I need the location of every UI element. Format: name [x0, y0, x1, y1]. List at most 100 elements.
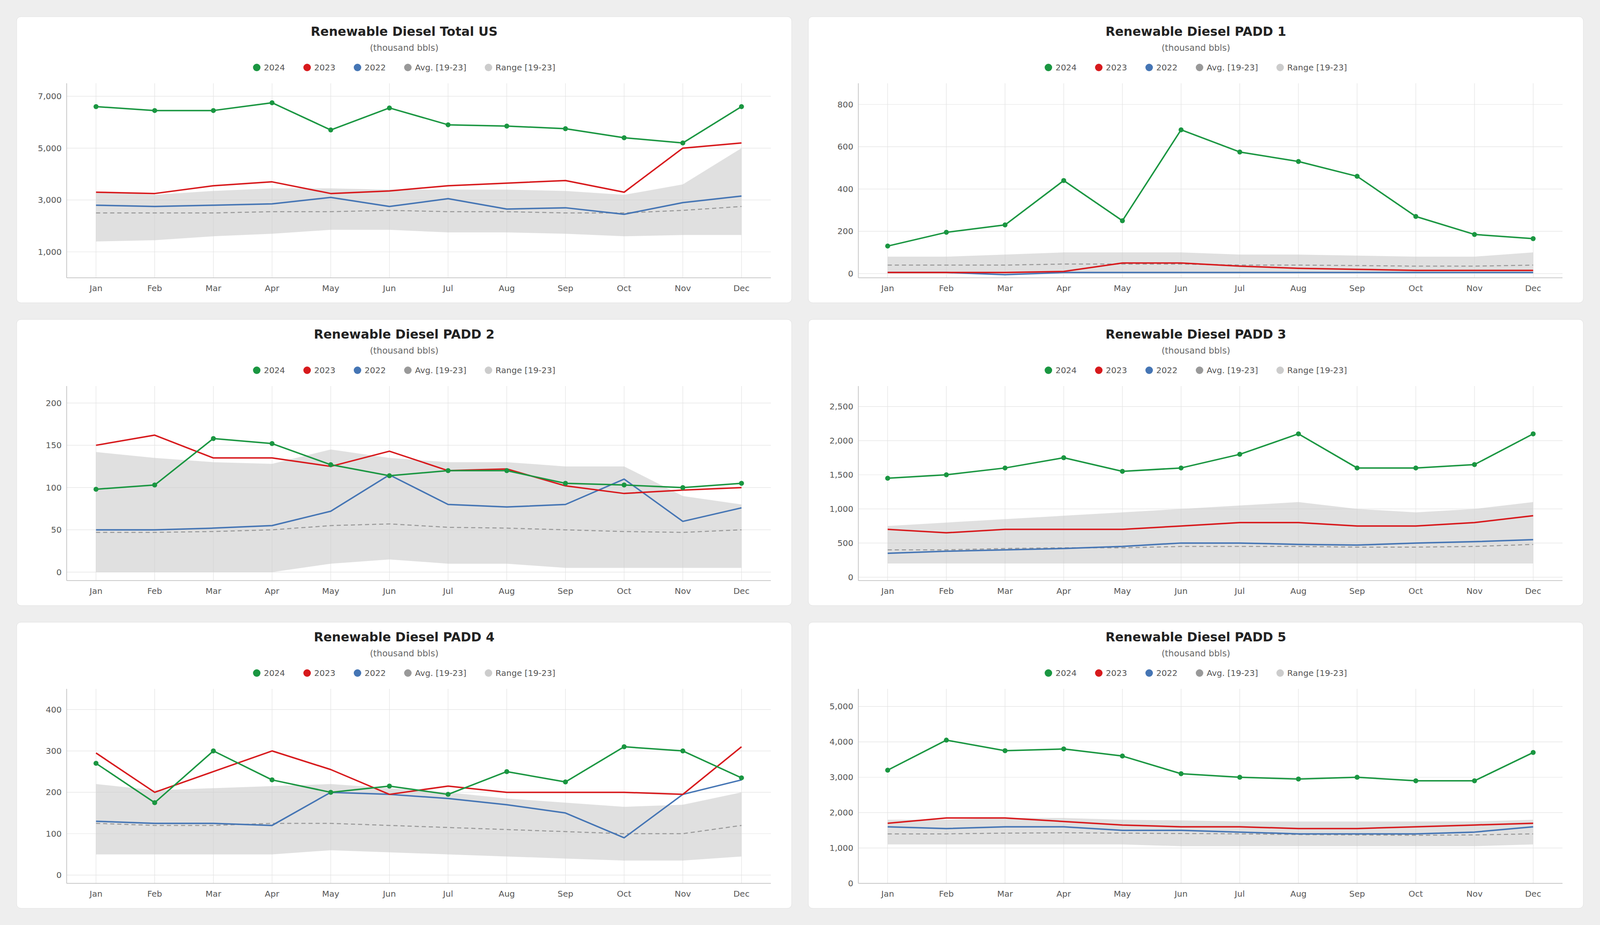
legend-swatch: [484, 63, 493, 72]
legend-item: 2023: [1095, 62, 1128, 73]
x-tick-label: Dec: [1525, 283, 1542, 294]
series-marker: [1530, 431, 1536, 437]
series-marker: [739, 104, 745, 110]
legend-label: 2022: [364, 62, 386, 73]
title: Renewable Diesel Total US: [310, 24, 498, 39]
y-grid-line: [858, 104, 1563, 105]
series-marker: [1472, 778, 1478, 784]
legend-item: Range [19-23]: [1276, 668, 1347, 679]
x-grid-line: [682, 83, 683, 278]
legend-item: Avg. [19-23]: [1195, 62, 1258, 73]
x-tick-label: Jul: [1233, 283, 1245, 294]
legend-item: 2024: [252, 668, 285, 679]
legend-label: 2022: [1156, 62, 1178, 73]
series-marker: [680, 140, 686, 146]
series-marker: [621, 482, 627, 488]
x-tick-label: Nov: [674, 586, 691, 597]
legend-item: Avg. [19-23]: [404, 668, 467, 679]
legend-label: 2023: [1105, 668, 1128, 679]
legend-label: 2024: [1055, 62, 1077, 73]
x-grid-line: [1122, 83, 1123, 278]
legend-swatch: [1276, 669, 1284, 678]
x-tick-label: Sep: [1349, 283, 1365, 294]
grid: [66, 689, 771, 884]
y-tick-label: 800: [837, 99, 854, 110]
series-marker: [943, 737, 949, 743]
series-marker: [562, 780, 568, 785]
y-tick-label: 3,000: [829, 772, 854, 783]
legend-label: 2024: [263, 668, 285, 679]
x-grid-line: [389, 83, 390, 278]
range-area: [95, 449, 742, 573]
legend-swatch: [1044, 669, 1053, 678]
x-tick-label: Sep: [557, 586, 574, 597]
x-tick-label: Dec: [733, 889, 750, 900]
x-tick-label: Oct: [617, 586, 632, 597]
series-marker: [562, 126, 568, 132]
legend-item: 2022: [1145, 365, 1178, 376]
legend-label: Range [19-23]: [1287, 62, 1347, 73]
y-tick-label: 2,000: [829, 435, 854, 446]
x-tick-label: Apr: [265, 283, 280, 294]
legend-item: Avg. [19-23]: [1195, 668, 1258, 679]
series-marker: [943, 472, 949, 478]
y-axis-line: [66, 386, 68, 581]
y-grid-line: [66, 402, 771, 404]
x-grid-line: [1004, 689, 1005, 884]
x-grid-line: [1356, 689, 1358, 884]
legend-label: Range [19-23]: [495, 365, 555, 376]
legend-swatch: [303, 63, 311, 72]
series-marker: [1002, 222, 1008, 228]
legend-item: 2022: [353, 365, 386, 376]
x-tick-label: Jan: [88, 586, 103, 597]
x-tick-label: Sep: [1349, 586, 1365, 597]
series-marker: [1295, 159, 1301, 165]
x-tick-label: Apr: [265, 586, 280, 597]
legend-label: Avg. [19-23]: [415, 365, 467, 376]
y-tick-label: 4,000: [829, 737, 854, 748]
series-line: [95, 823, 742, 835]
series-marker: [445, 122, 451, 128]
panel: Renewable Diesel PADD 2(thousand bbls)20…: [16, 319, 792, 606]
legend-swatch: [252, 63, 261, 72]
series-line: [887, 544, 1533, 550]
x-tick-label: Jul: [1233, 889, 1245, 900]
y-tick-label: 200: [45, 398, 62, 409]
x-grid-line: [1180, 689, 1182, 884]
y-axis-line: [66, 689, 68, 884]
x-tick-label: Apr: [1056, 889, 1072, 900]
x-tick-label: Feb: [147, 889, 163, 900]
y-tick-label: 0: [847, 878, 854, 889]
legend-label: 2024: [1055, 365, 1077, 376]
series-marker: [1295, 777, 1301, 783]
y-tick-label: 5,000: [829, 701, 854, 712]
x-tick-label: Oct: [1408, 889, 1424, 900]
legend-item: 2024: [252, 62, 285, 73]
x-axis-line: [858, 580, 1563, 582]
x-tick-label: Mar: [205, 586, 222, 597]
series-marker: [739, 481, 745, 487]
x-tick-label: Jan: [88, 283, 103, 294]
x-grid-line: [887, 689, 888, 884]
y-grid-line: [858, 577, 1563, 578]
series-marker: [562, 481, 568, 487]
legend-label: Range [19-23]: [495, 668, 555, 679]
x-tick-label: Aug: [498, 283, 515, 294]
x-tick-label: Jul: [1233, 586, 1245, 597]
x-tick-label: Feb: [939, 889, 954, 900]
series-line: [95, 747, 742, 803]
series-line: [95, 438, 742, 490]
series-line: [95, 747, 742, 795]
legend-swatch: [1145, 669, 1153, 678]
y-tick-label: 100: [45, 829, 62, 840]
series-marker: [1295, 431, 1301, 437]
subtitle: (thousand bbls): [1161, 42, 1231, 53]
y-tick-label: 600: [837, 141, 854, 152]
legend-swatch: [1276, 366, 1284, 375]
legend-swatch: [303, 669, 311, 678]
legend: 202420232022Avg. [19-23]Range [19-23]: [252, 668, 556, 679]
plot-marks: [93, 744, 744, 861]
subtitle: (thousand bbls): [1161, 345, 1231, 356]
x-grid-line: [1532, 83, 1534, 278]
x-tick-label: Mar: [997, 586, 1014, 597]
